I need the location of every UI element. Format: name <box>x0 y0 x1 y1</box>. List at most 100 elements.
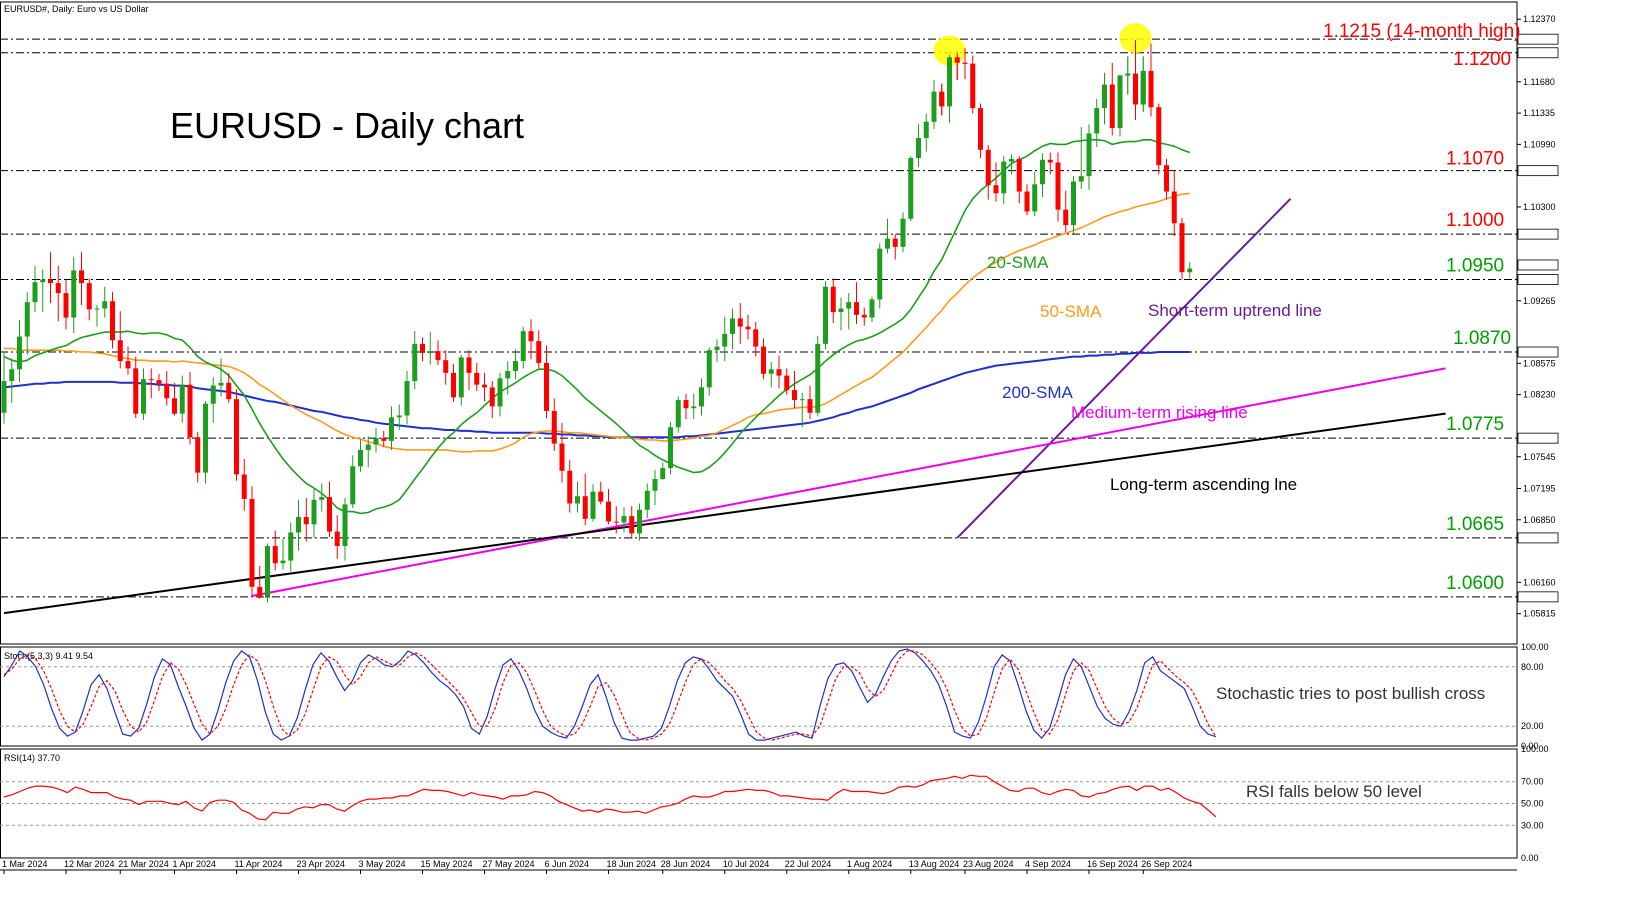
stoch-main-line <box>3 648 1217 741</box>
candle-up <box>714 346 720 351</box>
medium-term-rising-line <box>251 367 1446 597</box>
candle-down <box>451 372 456 398</box>
level-label: 1.0870 <box>1453 328 1511 349</box>
candle-down <box>1171 191 1177 224</box>
candle-up <box>1 381 7 413</box>
candle-down <box>892 238 898 247</box>
price-tick-label: 1.11335 <box>1523 108 1555 118</box>
candle-up <box>102 301 108 309</box>
candle-down <box>125 361 131 369</box>
price-tick-label: 1.10300 <box>1523 202 1556 212</box>
candle-down <box>629 516 635 534</box>
level-label: 1.1070 <box>1446 149 1504 170</box>
candle-down <box>1047 159 1053 163</box>
stoch-tick-label: 0.00 <box>1521 741 1539 751</box>
price-tick-label: 1.07545 <box>1523 452 1556 462</box>
candle-down <box>978 108 983 150</box>
candle-up <box>1187 268 1193 273</box>
candle-down <box>187 384 193 438</box>
price-axis-box <box>1517 346 1559 358</box>
candle-up <box>947 57 952 107</box>
time-tick-label: 3 May 2024 <box>359 859 406 869</box>
candle-up <box>373 438 379 445</box>
candle-up <box>311 499 317 525</box>
candle-down <box>381 438 387 441</box>
candle-down <box>1156 107 1162 166</box>
candle-up <box>365 444 371 450</box>
long-term-ascending-label: Long-term ascending lne <box>1110 475 1297 494</box>
candle-down <box>613 521 619 523</box>
candle-down <box>164 383 170 399</box>
price-axis-box <box>1517 274 1559 285</box>
candle-down <box>567 470 573 504</box>
candle-up <box>94 308 100 310</box>
candle-down <box>753 329 759 347</box>
price-axis-box <box>1517 33 1559 45</box>
medium-term-rising-label: Medium-term rising line <box>1071 403 1248 422</box>
candle-down <box>745 326 751 330</box>
price-axis-box <box>1517 432 1559 444</box>
candle-down <box>482 384 487 388</box>
rsi-tick-label: 0.00 <box>1521 853 1539 863</box>
time-tick-label: 1 Apr 2024 <box>173 859 217 869</box>
time-tick-label: 28 Jun 2024 <box>661 859 711 869</box>
candle-down <box>528 331 534 342</box>
candle-down <box>1109 84 1115 129</box>
candle-down <box>241 474 247 499</box>
sma50-label: 50-SMA <box>1040 302 1102 321</box>
price-tick-label: 1.12370 <box>1523 14 1556 24</box>
sma200-label: 200-SMA <box>1002 383 1074 402</box>
candle-up <box>869 299 875 318</box>
candle-up <box>1086 133 1092 177</box>
candle-up <box>24 302 30 337</box>
candle-down <box>551 410 557 444</box>
candle-up <box>265 546 270 598</box>
candle-down <box>195 437 201 473</box>
symbol-header: EURUSD#, Daily: Euro vs US Dollar <box>4 4 149 14</box>
candle-up <box>9 369 15 382</box>
candle-up <box>296 517 301 533</box>
candle-up <box>32 282 38 303</box>
price-tick-label: 1.06850 <box>1523 515 1556 525</box>
candle-down <box>420 343 425 353</box>
candle-down <box>606 501 611 522</box>
candle-up <box>141 379 146 414</box>
candle-up <box>288 532 294 561</box>
candle-up <box>590 491 596 519</box>
candle-down <box>1024 191 1030 212</box>
price-tick-label: 1.10990 <box>1523 139 1556 149</box>
candle-down <box>435 351 441 361</box>
candle-down <box>544 362 549 411</box>
candle-up <box>218 382 224 386</box>
candle-up <box>621 516 627 523</box>
candle-up <box>846 302 852 309</box>
candle-down <box>234 399 239 475</box>
level-label: 1.1200 <box>1453 49 1511 70</box>
candle-down <box>776 369 782 376</box>
candle-down <box>1179 223 1185 273</box>
candle-up <box>722 333 728 347</box>
level-label: 1.0600 <box>1446 573 1504 594</box>
price-tick-label: 1.05815 <box>1523 609 1556 619</box>
stoch-signal-line <box>3 650 1217 741</box>
time-tick-label: 18 Jun 2024 <box>607 859 657 869</box>
time-tick-label: 23 Apr 2024 <box>297 859 346 869</box>
candle-down <box>86 283 92 310</box>
candle-up <box>71 270 77 318</box>
candle-up <box>660 468 666 479</box>
peak-highlight-circle <box>1119 23 1152 54</box>
candle-down <box>117 340 123 362</box>
candle-down <box>830 286 836 313</box>
candle-down <box>55 283 61 294</box>
candle-up <box>17 336 22 370</box>
candle-up <box>730 318 735 334</box>
price-tick-label: 1.11680 <box>1523 77 1555 87</box>
candle-up <box>396 415 402 418</box>
candle-up <box>40 279 46 283</box>
stoch-tick-label: 20.00 <box>1521 721 1544 731</box>
candle-down <box>598 491 604 502</box>
short-term-uptrend-line <box>956 198 1292 539</box>
time-tick-label: 6 Jun 2024 <box>545 859 590 869</box>
candle-down <box>1016 158 1022 192</box>
